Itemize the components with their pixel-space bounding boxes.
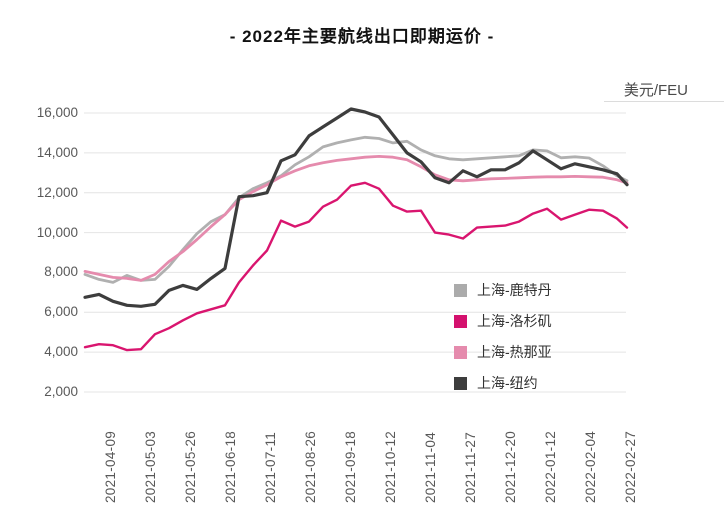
legend-label: 上海-洛杉矶 [477,313,552,329]
x-tick-label: 2022-02-04 [583,430,598,503]
y-tick-label: 4,000 [44,344,78,360]
legend-label: 上海-热那亚 [477,344,552,360]
legend-label: 上海-纽约 [477,375,538,391]
x-tick-label: 2021-09-18 [343,430,358,503]
legend-item: 上海-纽约 [454,376,552,390]
y-tick-label: 12,000 [36,184,78,200]
x-tick-label: 2021-05-26 [183,430,198,503]
unit-underline-rule [604,101,724,102]
y-tick-label: 16,000 [36,105,78,120]
y-tick-label: 8,000 [44,264,78,280]
legend-item: 上海-热那亚 [454,345,552,359]
x-tick-label: 2021-06-18 [223,430,238,503]
legend-item: 上海-鹿特丹 [454,283,552,297]
x-tick-label: 2021-11-04 [423,431,438,503]
x-tick-label: 2021-10-12 [383,430,398,503]
x-tick-label: 2021-07-11 [263,431,278,503]
y-tick-label: 10,000 [36,224,78,240]
x-tick-label: 2021-08-26 [303,430,318,503]
chart-title: - 2022年主要航线出口即期运价 - [229,27,495,46]
x-tick-label: 2021-05-03 [143,430,158,503]
y-tick-label: 6,000 [44,304,78,320]
legend-swatch [454,314,467,328]
x-tick-label: 2021-12-20 [503,430,518,503]
legend-swatch [454,345,467,359]
x-tick-label: 2021-04-09 [103,430,118,503]
legend-label: 上海-鹿特丹 [477,282,552,298]
series-line [83,107,629,308]
series-line [83,154,629,282]
legend-swatch [454,376,467,390]
series-line [83,181,629,352]
x-tick-label: 2022-02-27 [623,430,638,503]
legend-swatch [454,283,467,297]
x-tick-label: 2022-01-12 [543,430,558,503]
legend-item: 上海-洛杉矶 [454,314,552,328]
y-tick-label: 14,000 [36,144,78,160]
y-tick-label: 2,000 [44,384,78,399]
chart-legend: 上海-鹿特丹 上海-洛杉矶 上海-热那亚 上海-纽约 [454,283,552,407]
x-tick-label: 2021-11-27 [463,431,478,503]
unit-label: 美元/FEU [623,82,688,99]
